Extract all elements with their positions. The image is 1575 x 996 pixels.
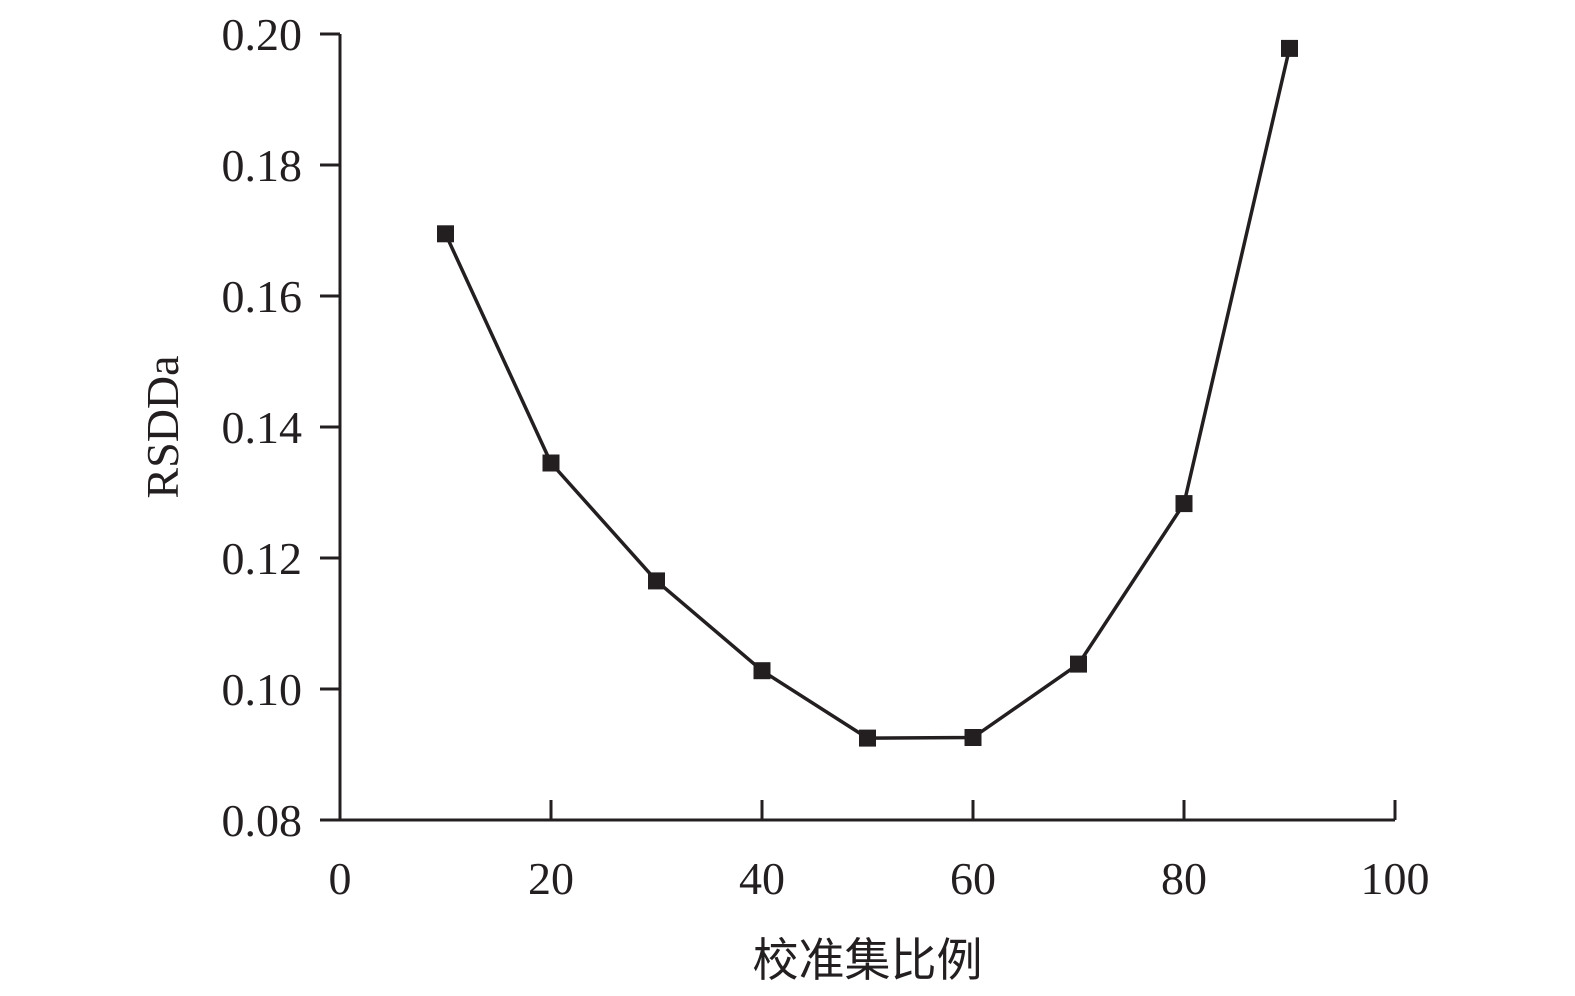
data-point-marker bbox=[437, 225, 454, 243]
data-point-marker bbox=[1281, 39, 1298, 57]
axes bbox=[338, 34, 1395, 822]
data-point-marker bbox=[542, 454, 560, 472]
y-tick-label: 0.16 bbox=[222, 271, 303, 322]
tick-labels: 0.08 0.10 0.12 0.14 0.16 0.18 0.20 0 20 40 60 80 100 bbox=[222, 9, 1430, 904]
y-tick-label: 0.18 bbox=[222, 140, 303, 191]
data-point-marker bbox=[1070, 655, 1087, 673]
data-point-marker bbox=[1175, 495, 1193, 513]
data-point-marker bbox=[753, 662, 771, 680]
y-tick-label: 0.08 bbox=[222, 795, 303, 846]
data-point-marker bbox=[648, 572, 665, 590]
x-tick-label: 20 bbox=[528, 853, 574, 904]
y-axis-title: RSDDa bbox=[137, 355, 188, 498]
x-tick-label: 0 bbox=[329, 853, 352, 904]
y-tick-label: 0.20 bbox=[222, 9, 303, 60]
y-tick-label: 0.12 bbox=[222, 533, 303, 584]
data-point-marker bbox=[859, 729, 876, 747]
x-axis-title: 校准集比例 bbox=[753, 935, 983, 986]
series-line bbox=[443, 48, 1292, 740]
x-tick-label: 100 bbox=[1361, 853, 1430, 904]
series-group bbox=[437, 39, 1298, 747]
x-tick-label: 80 bbox=[1161, 853, 1207, 904]
x-tick-label: 40 bbox=[739, 853, 785, 904]
y-tick-label: 0.10 bbox=[222, 664, 303, 715]
x-tick-label: 60 bbox=[950, 853, 996, 904]
y-tick-label: 0.14 bbox=[222, 402, 303, 453]
tick-marks bbox=[320, 32, 1397, 822]
data-point-marker bbox=[964, 729, 982, 746]
